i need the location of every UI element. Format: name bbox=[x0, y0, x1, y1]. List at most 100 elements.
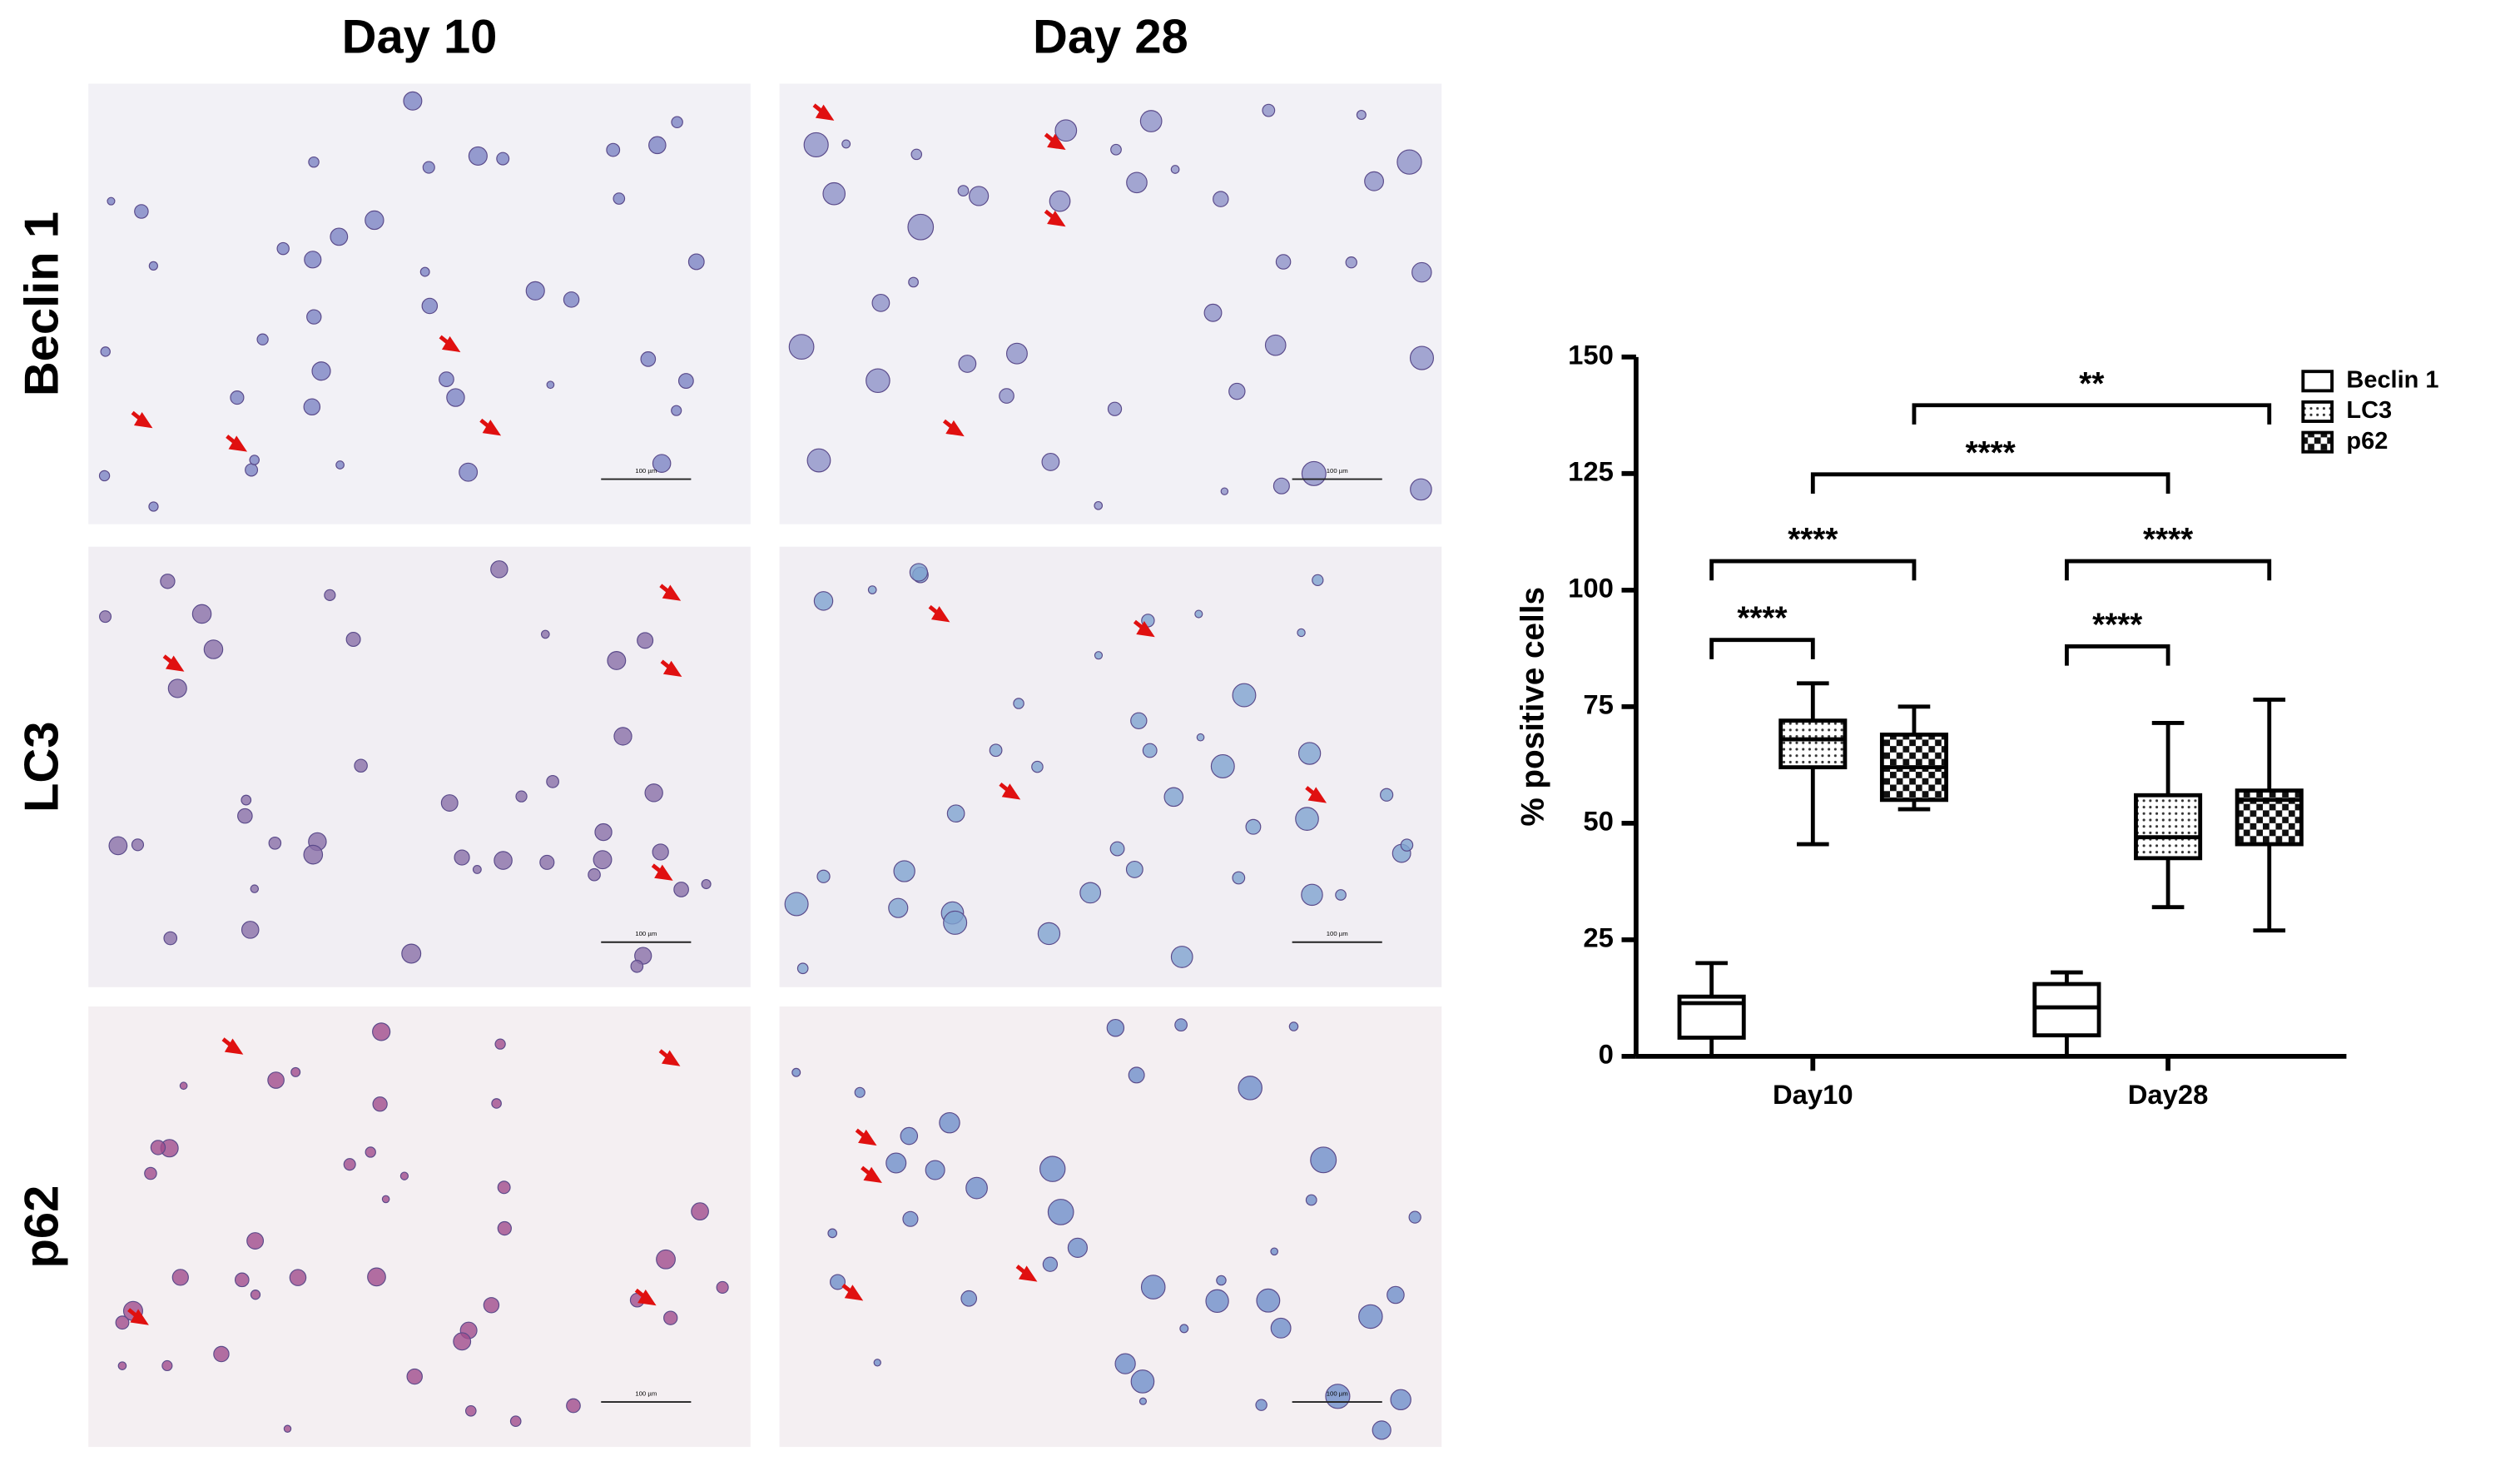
cell bbox=[867, 585, 877, 594]
arrow bbox=[1133, 619, 1155, 638]
cell bbox=[1256, 1288, 1281, 1313]
cell bbox=[663, 1310, 678, 1325]
arrow bbox=[162, 654, 185, 672]
cell bbox=[1270, 1317, 1292, 1339]
cell bbox=[691, 1202, 709, 1220]
arrow bbox=[855, 1128, 877, 1146]
cell bbox=[1114, 1353, 1136, 1374]
cell bbox=[1305, 1194, 1317, 1206]
scale-bar-label: 100 µm bbox=[635, 930, 657, 937]
cell bbox=[1179, 1324, 1189, 1334]
cell bbox=[1410, 478, 1432, 501]
cell bbox=[1106, 1019, 1125, 1037]
cell bbox=[343, 1158, 356, 1171]
column-header: Day 10 bbox=[342, 11, 498, 64]
significance-bracket bbox=[2065, 644, 2170, 666]
cell bbox=[1228, 382, 1246, 400]
cell bbox=[1312, 574, 1324, 587]
cell bbox=[652, 454, 672, 473]
cell bbox=[671, 116, 683, 129]
cell bbox=[1067, 1237, 1089, 1258]
cell bbox=[1049, 190, 1071, 212]
cell bbox=[1013, 698, 1024, 709]
y-tick-label: 100 bbox=[1568, 573, 1614, 604]
cell bbox=[345, 631, 361, 647]
cell bbox=[1130, 712, 1148, 729]
scale-bar-label: 100 µm bbox=[1327, 930, 1348, 937]
cell bbox=[588, 867, 601, 882]
cell bbox=[656, 1249, 676, 1270]
cell bbox=[1142, 743, 1158, 758]
cell bbox=[969, 186, 990, 206]
cell bbox=[422, 161, 435, 174]
micrograph-background bbox=[779, 1006, 1442, 1448]
cell bbox=[1245, 818, 1262, 835]
cell bbox=[673, 882, 689, 897]
cell bbox=[803, 132, 829, 158]
cell bbox=[1380, 788, 1394, 802]
y-tick-label: 75 bbox=[1583, 689, 1614, 720]
cell bbox=[144, 1166, 157, 1180]
cell bbox=[213, 1345, 230, 1363]
cell bbox=[179, 1081, 188, 1091]
cell bbox=[1411, 261, 1432, 283]
cell bbox=[939, 1111, 960, 1134]
cell bbox=[381, 1195, 390, 1204]
cell bbox=[716, 1280, 729, 1294]
cell bbox=[115, 1315, 130, 1330]
cell bbox=[563, 291, 580, 308]
cell bbox=[1386, 1285, 1405, 1305]
cell bbox=[1037, 922, 1061, 946]
cell bbox=[1203, 303, 1223, 322]
cell bbox=[494, 851, 513, 870]
cell bbox=[117, 1361, 127, 1370]
significance-label: **** bbox=[1966, 435, 2016, 471]
cell bbox=[134, 204, 149, 219]
cell bbox=[1409, 345, 1435, 370]
micrograph-background bbox=[779, 546, 1442, 987]
cell bbox=[1272, 477, 1290, 494]
cell bbox=[1232, 871, 1246, 885]
cell bbox=[593, 850, 613, 870]
cell bbox=[399, 1171, 409, 1180]
cell bbox=[788, 334, 815, 360]
cell bbox=[365, 1146, 376, 1158]
cell bbox=[276, 241, 290, 256]
cell bbox=[1275, 254, 1292, 270]
cell bbox=[372, 1022, 391, 1041]
significance-label: ** bbox=[2079, 366, 2104, 402]
cell bbox=[827, 1228, 838, 1239]
significance-bracket bbox=[1709, 559, 1917, 581]
cell bbox=[1042, 1256, 1059, 1272]
y-tick-label: 50 bbox=[1583, 806, 1614, 837]
box bbox=[2032, 982, 2101, 1038]
micrograph: 100 µm bbox=[88, 1006, 751, 1448]
cell bbox=[1031, 760, 1044, 773]
cell bbox=[677, 373, 694, 389]
cell bbox=[1301, 883, 1323, 907]
row-label: p62 bbox=[15, 1185, 68, 1269]
cell bbox=[497, 1220, 512, 1236]
cell bbox=[459, 462, 479, 482]
legend-swatch bbox=[2301, 370, 2334, 393]
cell bbox=[606, 142, 621, 157]
cell bbox=[1128, 1066, 1145, 1084]
cell bbox=[304, 251, 322, 269]
arrow bbox=[812, 103, 835, 121]
cell bbox=[873, 1359, 881, 1367]
cell bbox=[1110, 143, 1122, 156]
cell bbox=[289, 1269, 307, 1286]
cell bbox=[640, 351, 657, 367]
cell bbox=[958, 355, 977, 373]
cell bbox=[1138, 1397, 1148, 1405]
cell bbox=[1238, 1076, 1262, 1101]
significance-label: **** bbox=[2143, 522, 2193, 558]
cell bbox=[372, 1096, 388, 1112]
cell bbox=[468, 146, 488, 166]
cell bbox=[1270, 1247, 1279, 1256]
cell bbox=[1194, 609, 1203, 619]
cell bbox=[246, 1232, 265, 1250]
cell bbox=[245, 463, 259, 477]
cell bbox=[403, 91, 423, 111]
cell bbox=[354, 758, 368, 773]
